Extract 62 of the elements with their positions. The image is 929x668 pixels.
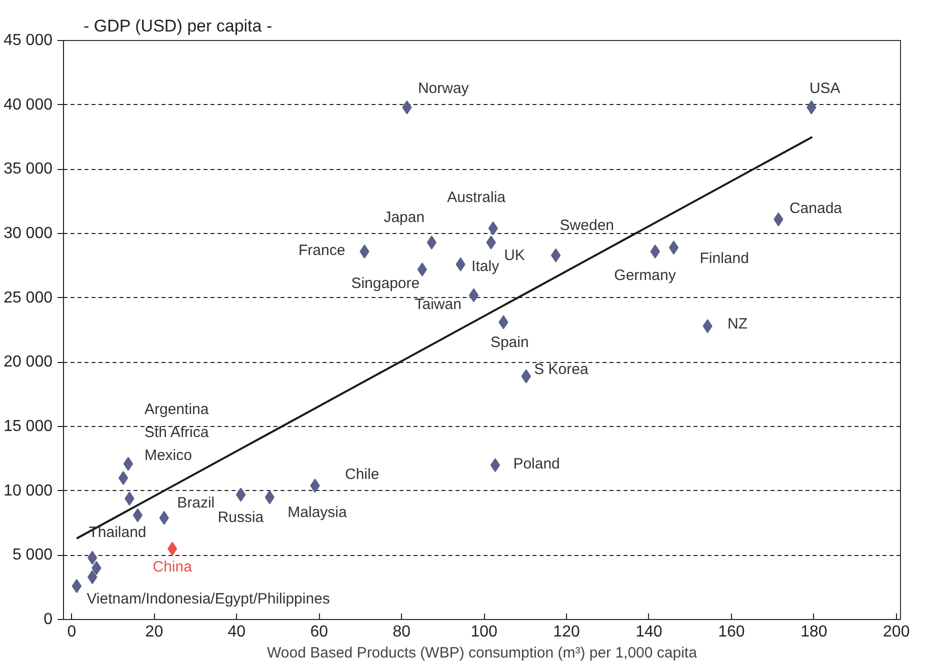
x-tick-label: 20 xyxy=(145,624,164,640)
y-tick-label: 5 000 xyxy=(12,546,53,564)
y-tick-label: 0 xyxy=(44,611,53,628)
point xyxy=(550,248,561,262)
annotation: Singapore xyxy=(351,275,420,292)
y-tick-label: 45 000 xyxy=(4,32,53,49)
annotation: Japan xyxy=(384,209,425,226)
annotation: Vietnam/Indonesia/Egypt/Philippines xyxy=(86,590,330,608)
annotation: UK xyxy=(504,247,525,264)
point xyxy=(417,262,428,277)
y-tick-label: 10 000 xyxy=(4,482,53,500)
point xyxy=(468,288,479,302)
annotation: Finland xyxy=(700,250,749,268)
point xyxy=(650,244,660,259)
y-tick-label: 30 000 xyxy=(4,225,53,242)
x-tick-label: 80 xyxy=(392,624,411,640)
annotation: Australia xyxy=(447,188,506,206)
y-tick-label: 40 000 xyxy=(4,96,53,114)
y-tick-label: 25 000 xyxy=(4,289,53,306)
annotation: Canada xyxy=(789,200,843,217)
annotation: Malaysia xyxy=(288,504,348,521)
annotation: Italy xyxy=(472,258,500,275)
x-tick-label: 160 xyxy=(718,624,745,640)
y-tick-label: 20 000 xyxy=(4,354,53,371)
annotation: Mexico xyxy=(144,447,192,464)
annotation: S Korea xyxy=(534,360,589,378)
x-tick-label: 200 xyxy=(883,624,910,640)
annotation: Brazil xyxy=(177,494,215,512)
x-tick-label: 0 xyxy=(67,624,76,640)
x-tick-label: 100 xyxy=(470,624,498,640)
annotation: Argentina xyxy=(144,401,210,418)
x-axis-title: Wood Based Products (WBP) consumption (m³) per 1,000 capita xyxy=(267,644,698,662)
annotation: Thailand xyxy=(88,524,146,541)
point xyxy=(490,458,500,472)
x-tick-label: 120 xyxy=(553,624,580,640)
point xyxy=(72,579,82,594)
y-axis-title: - GDP (USD) per capita - xyxy=(84,16,272,36)
annotation: Spain xyxy=(490,334,529,351)
annotation: Germany xyxy=(614,267,676,284)
point xyxy=(118,470,128,485)
series-label: China xyxy=(152,558,193,576)
annotation: NZ xyxy=(728,316,748,333)
x-tick-label: 140 xyxy=(636,624,662,640)
annotation: Poland xyxy=(513,456,560,473)
y-tick-label: 35 000 xyxy=(4,160,53,178)
point xyxy=(668,240,679,255)
point xyxy=(426,236,437,250)
annotation: Sweden xyxy=(560,216,614,234)
point xyxy=(132,508,143,522)
annotation: USA xyxy=(809,80,840,97)
annotation: Chile xyxy=(345,466,380,484)
point xyxy=(123,456,134,471)
x-tick-label: 180 xyxy=(800,624,828,640)
annotation: France xyxy=(298,242,346,260)
annotation: Sth Africa xyxy=(144,424,210,441)
point xyxy=(236,488,246,502)
annotation: Taiwan xyxy=(414,296,462,313)
annotation: Norway xyxy=(418,80,470,97)
annotation: Russia xyxy=(218,509,264,526)
x-tick-label: 40 xyxy=(228,624,246,640)
x-tick-label: 60 xyxy=(310,624,328,640)
y-tick-label: 15 000 xyxy=(4,418,53,435)
